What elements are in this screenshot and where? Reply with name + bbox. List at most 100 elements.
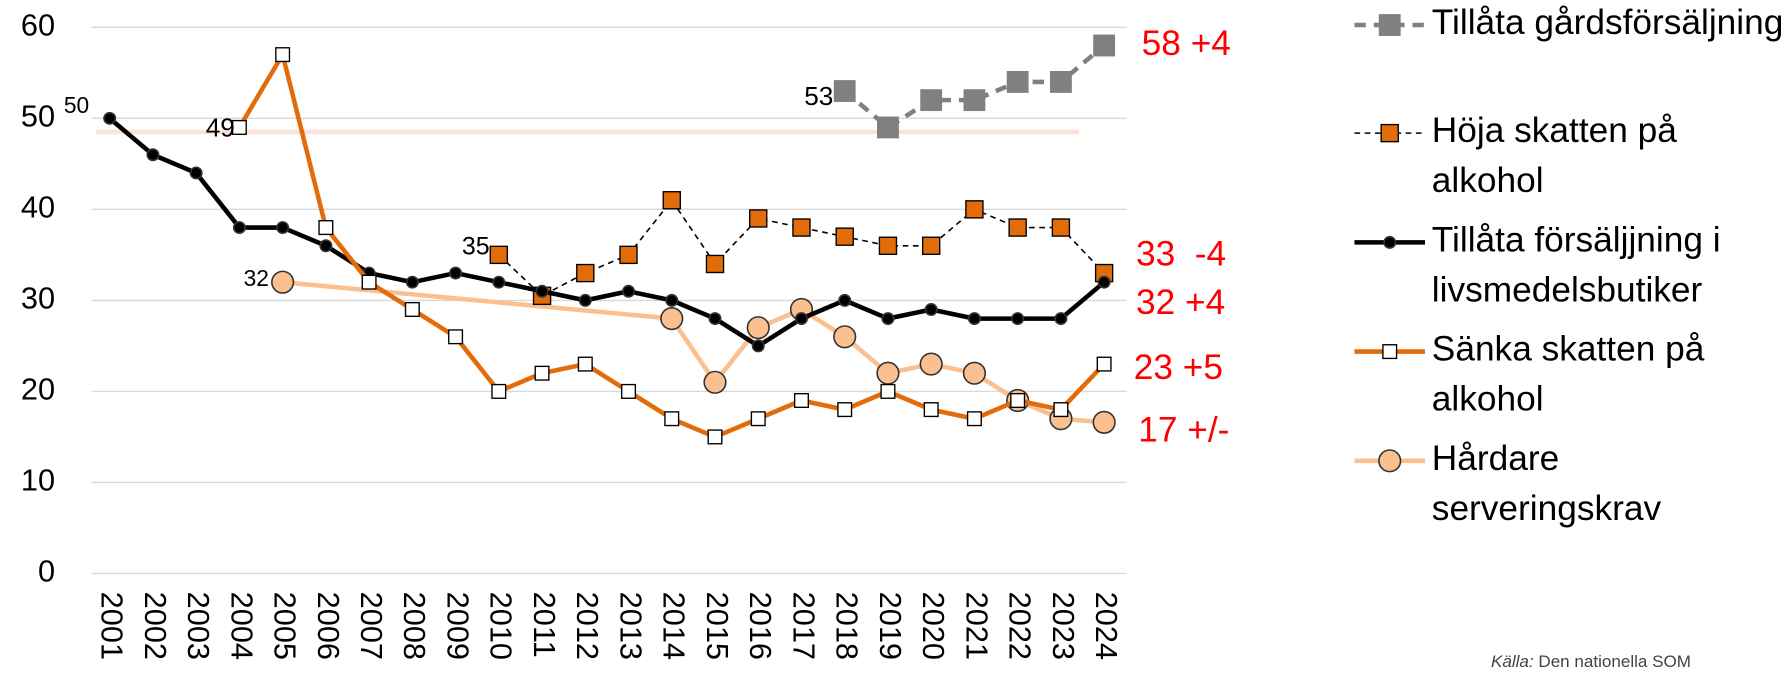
marker bbox=[1053, 402, 1069, 418]
marker bbox=[271, 270, 295, 294]
x-tick-label: 2006 bbox=[311, 592, 346, 660]
x-tick-label: 2004 bbox=[224, 592, 259, 660]
marker bbox=[707, 429, 723, 445]
marker bbox=[1097, 275, 1111, 289]
marker bbox=[534, 365, 550, 381]
x-tick-label: 2023 bbox=[1046, 592, 1081, 660]
marker bbox=[837, 402, 853, 418]
x-tick-label: 2019 bbox=[873, 592, 908, 660]
marker bbox=[231, 119, 247, 135]
source: Källa: Den nationella SOM bbox=[1491, 652, 1691, 671]
x-tick-label: 2005 bbox=[268, 592, 303, 660]
annotation: 23 +5 bbox=[1134, 348, 1223, 387]
marker bbox=[966, 411, 982, 427]
marker bbox=[919, 352, 943, 376]
marker bbox=[621, 383, 637, 399]
marker bbox=[1378, 449, 1402, 473]
x-tick-label: 2001 bbox=[95, 592, 130, 660]
marker bbox=[877, 116, 899, 139]
x-tick-label: 2007 bbox=[354, 592, 389, 660]
marker bbox=[835, 227, 854, 246]
y-tick-label: 30 bbox=[21, 280, 55, 315]
legend-line-text: Hårdare bbox=[1432, 439, 1569, 478]
marker bbox=[535, 284, 549, 298]
marker bbox=[921, 236, 941, 255]
marker bbox=[1382, 344, 1398, 360]
series-line bbox=[498, 199, 1105, 297]
marker bbox=[619, 245, 638, 265]
marker bbox=[404, 301, 420, 317]
marker bbox=[578, 293, 592, 307]
marker bbox=[405, 275, 419, 289]
y-tick-label: 60 bbox=[21, 7, 55, 42]
marker bbox=[703, 370, 727, 394]
marker bbox=[751, 339, 765, 353]
marker bbox=[1380, 123, 1399, 143]
annotation: 17 +/- bbox=[1138, 411, 1229, 450]
x-tick-label: 2002 bbox=[138, 592, 173, 660]
y-tick-label: 40 bbox=[21, 189, 55, 224]
y-tick-label: 20 bbox=[21, 372, 55, 407]
x-tick-label: 2022 bbox=[1003, 592, 1038, 660]
marker bbox=[577, 356, 593, 372]
marker bbox=[1054, 312, 1068, 326]
annotation: 58 +4 bbox=[1142, 24, 1231, 63]
legend-line-text: Sänka skatten på bbox=[1432, 330, 1714, 369]
marker bbox=[878, 236, 898, 255]
marker bbox=[965, 200, 984, 219]
marker bbox=[876, 361, 900, 385]
legend-line-text: alkohol bbox=[1432, 380, 1544, 419]
marker bbox=[318, 220, 334, 236]
marker bbox=[1051, 218, 1071, 237]
marker bbox=[881, 312, 895, 326]
data-label: 35 bbox=[462, 233, 490, 261]
x-tick-label: 2016 bbox=[743, 592, 778, 660]
annotation: 32 +4 bbox=[1136, 283, 1225, 322]
x-tick-label: 2018 bbox=[830, 592, 865, 660]
marker bbox=[749, 209, 768, 228]
marker bbox=[833, 80, 856, 102]
series-line bbox=[108, 116, 1106, 349]
y-tick-label: 50 bbox=[21, 98, 55, 133]
marker bbox=[660, 306, 684, 331]
marker bbox=[276, 221, 290, 235]
marker bbox=[838, 293, 852, 307]
legend-item: Hårdare serveringskrav bbox=[1354, 439, 1661, 528]
legend-line-text: livsmedelsbutiker bbox=[1432, 271, 1703, 310]
data-label: 53 bbox=[804, 81, 833, 111]
marker bbox=[665, 293, 679, 307]
x-tick-label: 2010 bbox=[484, 592, 519, 660]
legend-item: Tillåta gårdsförsäljning bbox=[1354, 3, 1783, 42]
marker bbox=[1008, 218, 1027, 237]
marker bbox=[746, 316, 770, 340]
marker bbox=[622, 284, 636, 298]
x-tick-label: 2013 bbox=[613, 592, 648, 660]
marker bbox=[750, 411, 766, 427]
marker bbox=[664, 411, 680, 427]
marker bbox=[1383, 235, 1397, 249]
marker bbox=[189, 166, 203, 180]
marker bbox=[924, 303, 938, 316]
x-tick-label: 2003 bbox=[181, 592, 216, 660]
marker bbox=[967, 312, 981, 326]
x-tick-label: 2008 bbox=[397, 592, 432, 660]
marker bbox=[705, 254, 725, 274]
marker bbox=[1049, 70, 1072, 93]
marker bbox=[880, 383, 896, 399]
marker bbox=[708, 312, 722, 326]
annotation: 33 -4 bbox=[1136, 234, 1226, 273]
marker bbox=[361, 274, 377, 290]
marker bbox=[794, 312, 808, 326]
x-tick-label: 2021 bbox=[959, 592, 994, 660]
x-tick-label: 2015 bbox=[700, 592, 735, 660]
marker bbox=[449, 266, 463, 280]
marker bbox=[491, 383, 507, 399]
source-text: Den nationella SOM bbox=[1538, 652, 1691, 671]
legend-line-text: Tillåta försäljjning i bbox=[1432, 221, 1731, 260]
x-tick-label: 2011 bbox=[527, 592, 562, 658]
x-tick-label: 2020 bbox=[916, 592, 951, 660]
x-tick-label: 2024 bbox=[1089, 592, 1124, 660]
marker bbox=[833, 325, 857, 349]
marker bbox=[319, 239, 333, 253]
y-tick-label: 0 bbox=[38, 554, 55, 589]
